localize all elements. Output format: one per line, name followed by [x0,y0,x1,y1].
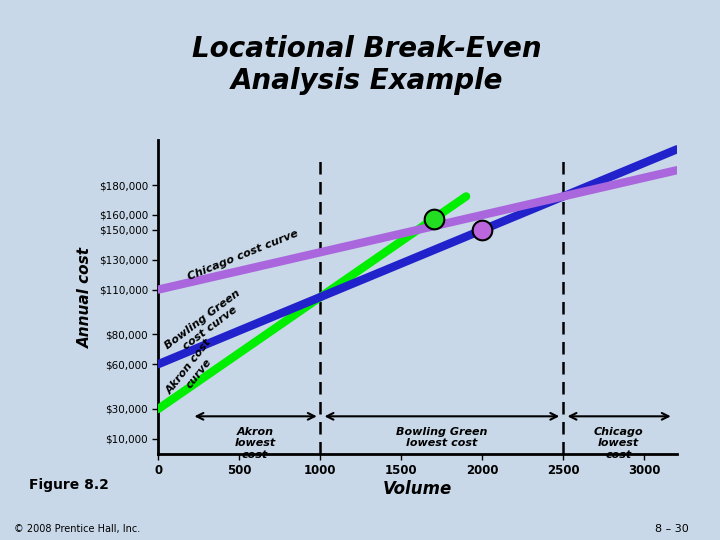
Y-axis label: Annual cost: Annual cost [78,246,93,348]
Text: Akron cost
curve: Akron cost curve [165,337,223,403]
Point [477,226,488,234]
Text: 8 – 30: 8 – 30 [655,524,689,534]
Text: Akron
lowest
cost: Akron lowest cost [234,427,276,460]
X-axis label: Volume: Volume [383,480,452,498]
Text: Bowling Green
cost curve: Bowling Green cost curve [163,288,249,360]
Point [428,214,440,223]
Text: Figure 8.2: Figure 8.2 [29,478,109,492]
Text: Chicago cost curve: Chicago cost curve [186,228,300,282]
Text: Chicago
lowest
cost: Chicago lowest cost [594,427,643,460]
Text: Locational Break-Even
Analysis Example: Locational Break-Even Analysis Example [192,35,542,96]
Text: Bowling Green
lowest cost: Bowling Green lowest cost [396,427,487,448]
Text: © 2008 Prentice Hall, Inc.: © 2008 Prentice Hall, Inc. [14,524,140,534]
